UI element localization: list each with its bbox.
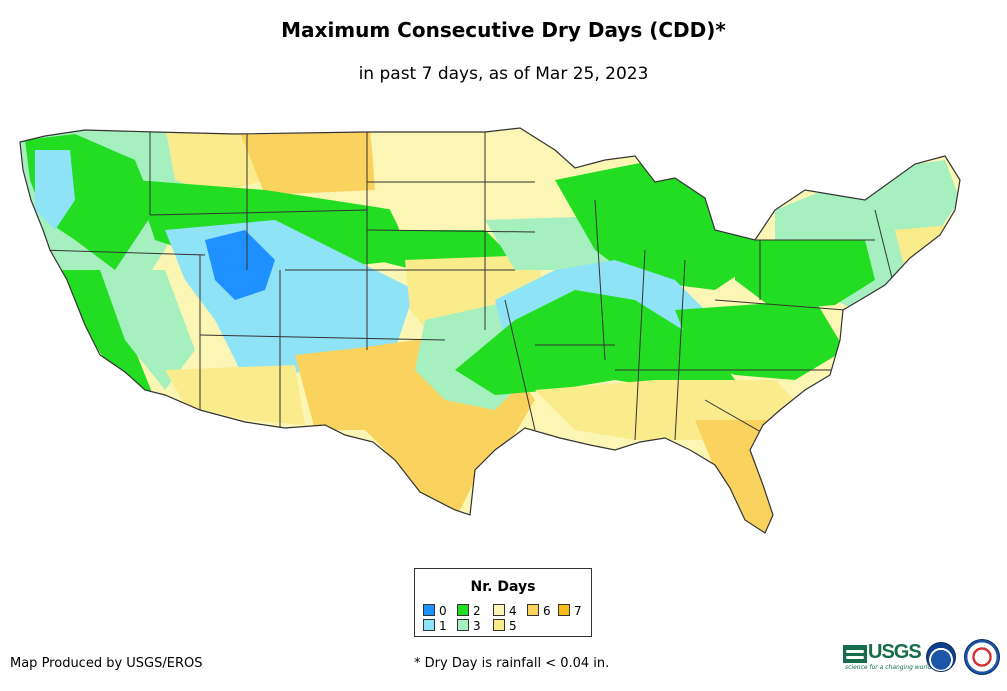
legend-label-6: 6: [543, 604, 551, 618]
legend-label-0: 0: [439, 604, 447, 618]
zone-nevada-mix: [100, 270, 195, 390]
map-title: Maximum Consecutive Dry Days (CDD)*: [281, 18, 726, 42]
zone-florida-orange: [695, 420, 785, 533]
legend-label-3: 3: [473, 619, 481, 633]
legend-item-5: 5: [493, 619, 517, 633]
noaa-logo-icon: [926, 642, 956, 672]
map-credit: Map Produced by USGS/EROS: [10, 656, 203, 671]
zone-pennsylvania-green: [735, 240, 875, 310]
legend-label-1: 1: [439, 619, 447, 633]
legend-item-3: 3: [457, 619, 481, 633]
legend-item-2: 2: [457, 604, 481, 618]
zone-great-lakes-green: [555, 160, 775, 290]
zone-idaho-yellow: [165, 128, 265, 195]
zone-new-england-yellow: [895, 225, 955, 270]
legend-swatch-3: [457, 619, 469, 631]
legend-swatch-1: [423, 619, 435, 631]
dry-day-footnote: * Dry Day is rainfall < 0.04 in.: [414, 656, 610, 671]
zone-utah-blue: [205, 230, 275, 300]
legend-label-5: 5: [509, 619, 517, 633]
zone-oregon-cyan: [35, 150, 75, 230]
legend-item-4: 4: [493, 604, 517, 618]
legend-swatch-7: [558, 604, 570, 616]
legend-swatch-4: [493, 604, 505, 616]
usgs-logo: USGS science for a changing world: [843, 641, 931, 671]
legend-item-7: 7: [558, 604, 582, 618]
zone-mid-green-band: [455, 290, 735, 395]
zone-dakotas-pale: [370, 130, 555, 240]
nws-logo-icon: [964, 639, 1000, 675]
legend-swatch-6: [527, 604, 539, 616]
legend-item-0: 0: [423, 604, 447, 618]
zone-arizona-yellow: [165, 365, 305, 425]
legend-title: Nr. Days: [470, 579, 536, 595]
map-subtitle: in past 7 days, as of Mar 25, 2023: [358, 64, 649, 84]
dry-day-zones: [20, 128, 960, 533]
state-borders: [39, 130, 896, 441]
usgs-wave-icon: [843, 645, 867, 663]
legend-label-2: 2: [473, 604, 481, 618]
zone-montana-orange: [235, 128, 375, 195]
legend-item-6: 6: [527, 604, 551, 618]
zone-california-green: [55, 270, 155, 400]
cdd-map: [19, 127, 961, 534]
legend-swatch-0: [423, 604, 435, 616]
legend-swatch-5: [493, 619, 505, 631]
usgs-logo-text: USGS: [868, 641, 922, 663]
legend-box: Nr. Days 0 1 2 3 4 5 6 7: [414, 568, 592, 637]
legend-label-4: 4: [509, 604, 517, 618]
usgs-logo-tagline: science for a changing world: [845, 664, 932, 671]
zone-appalachia-green: [675, 300, 845, 380]
legend-label-7: 7: [574, 604, 582, 618]
legend-swatch-2: [457, 604, 469, 616]
legend-item-1: 1: [423, 619, 447, 633]
